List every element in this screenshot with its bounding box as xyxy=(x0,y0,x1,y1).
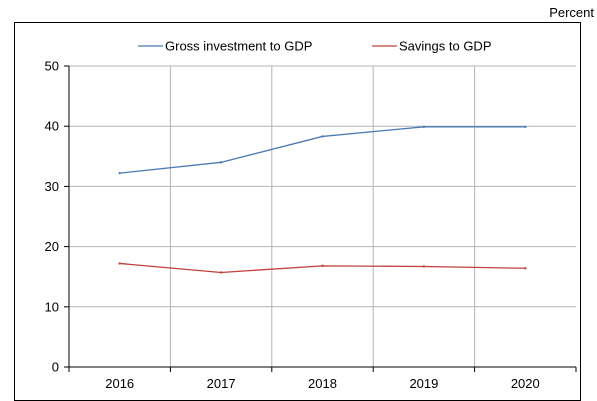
y-tick-label: 30 xyxy=(45,179,59,194)
data-point xyxy=(524,125,527,129)
data-point xyxy=(422,125,426,129)
data-point xyxy=(321,135,324,138)
y-tick-label: 10 xyxy=(45,299,59,314)
series-lines xyxy=(118,125,527,274)
data-point xyxy=(118,171,121,175)
data-point xyxy=(118,262,121,265)
y-tick-labels: 0 10 20 30 40 50 xyxy=(45,59,59,375)
x-tick-label: 2017 xyxy=(207,376,236,391)
x-tick-label: 2020 xyxy=(511,376,540,391)
y-tick-label: 40 xyxy=(45,119,59,134)
axes xyxy=(64,65,577,372)
y-tick-label: 20 xyxy=(45,239,59,254)
data-point xyxy=(219,161,223,164)
data-point xyxy=(524,267,527,270)
data-point xyxy=(219,271,223,274)
legend-label: Gross investment to GDP xyxy=(165,39,312,54)
x-tick-labels: 2016 2017 2018 2019 2020 xyxy=(105,376,540,391)
data-point xyxy=(321,264,324,268)
gridlines xyxy=(69,65,576,367)
chart-frame xyxy=(14,22,581,401)
x-tick-label: 2016 xyxy=(105,376,134,391)
x-tick-label: 2018 xyxy=(308,376,337,391)
legend: Gross investment to GDP Savings to GDP xyxy=(138,39,492,54)
series-0 xyxy=(118,125,527,175)
legend-label: Savings to GDP xyxy=(399,39,492,54)
series-1 xyxy=(118,262,527,274)
unit-label: Percent xyxy=(549,5,594,20)
y-tick-label: 0 xyxy=(52,360,59,375)
y-tick-label: 50 xyxy=(45,59,59,74)
data-point xyxy=(422,265,426,268)
x-tick-label: 2019 xyxy=(409,376,438,391)
